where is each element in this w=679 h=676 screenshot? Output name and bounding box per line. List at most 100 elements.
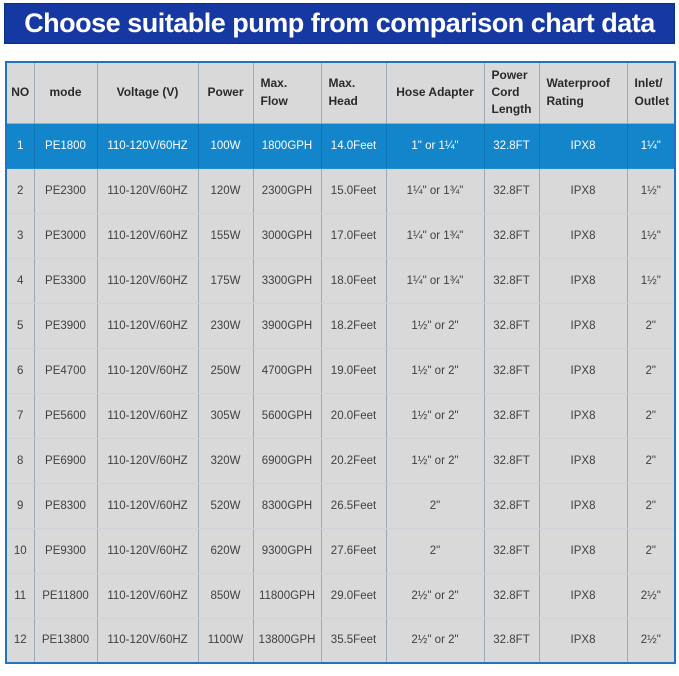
cell-row11-col3: 850W xyxy=(197,572,254,619)
cell-row2-col8: IPX8 xyxy=(538,167,628,214)
table-row-4: 4 PE3300 110-120V/60HZ 175W 3300GPH 18.0Feet 1… xyxy=(5,257,676,304)
table-row-3: 3 PE3000 110-120V/60HZ 155W 3000GPH 17.0Feet 1… xyxy=(5,212,676,259)
column-header-5: Max. Head xyxy=(320,61,387,124)
cell-row9-col5: 26.5Feet xyxy=(320,482,387,529)
table-row-9: 9 PE8300 110-120V/60HZ 520W 8300GPH 26.5Feet 2… xyxy=(5,482,676,529)
cell-row1-col9: 1¼" xyxy=(626,122,676,169)
cell-row1-col8: IPX8 xyxy=(538,122,628,169)
pump-comparison-table: NO mode Voltage (V) Power Max. Flow Max. Head… xyxy=(5,61,676,664)
cell-row4-col6: 1¼" or 1¾" xyxy=(385,257,485,304)
cell-row8-col4: 6900GPH xyxy=(252,437,322,484)
cell-row2-col5: 15.0Feet xyxy=(320,167,387,214)
cell-row9-col7: 32.8FT xyxy=(483,482,540,529)
cell-row9-col4: 8300GPH xyxy=(252,482,322,529)
column-header-7: Power Cord Length xyxy=(483,61,540,124)
cell-row11-col1: PE11800 xyxy=(33,572,98,619)
cell-row2-col3: 120W xyxy=(197,167,254,214)
column-header-4: Max. Flow xyxy=(252,61,322,124)
cell-row6-col1: PE4700 xyxy=(33,347,98,394)
table-row-2: 2 PE2300 110-120V/60HZ 120W 2300GPH 15.0Feet 1… xyxy=(5,167,676,214)
cell-row7-col8: IPX8 xyxy=(538,392,628,439)
cell-row8-col7: 32.8FT xyxy=(483,437,540,484)
cell-row3-col4: 3000GPH xyxy=(252,212,322,259)
cell-row12-col0: 12 xyxy=(5,617,35,664)
cell-row9-col3: 520W xyxy=(197,482,254,529)
cell-row9-col8: IPX8 xyxy=(538,482,628,529)
cell-row10-col0: 10 xyxy=(5,527,35,574)
cell-row3-col5: 17.0Feet xyxy=(320,212,387,259)
cell-row7-col4: 5600GPH xyxy=(252,392,322,439)
cell-row1-col4: 1800GPH xyxy=(252,122,322,169)
cell-row4-col5: 18.0Feet xyxy=(320,257,387,304)
cell-row5-col1: PE3900 xyxy=(33,302,98,349)
cell-row3-col7: 32.8FT xyxy=(483,212,540,259)
cell-row3-col3: 155W xyxy=(197,212,254,259)
cell-row12-col5: 35.5Feet xyxy=(320,617,387,664)
cell-row5-col9: 2" xyxy=(626,302,676,349)
cell-row6-col4: 4700GPH xyxy=(252,347,322,394)
cell-row12-col9: 2½" xyxy=(626,617,676,664)
cell-row10-col5: 27.6Feet xyxy=(320,527,387,574)
cell-row2-col0: 2 xyxy=(5,167,35,214)
cell-row5-col4: 3900GPH xyxy=(252,302,322,349)
cell-row7-col0: 7 xyxy=(5,392,35,439)
cell-row4-col2: 110-120V/60HZ xyxy=(96,257,199,304)
cell-row2-col1: PE2300 xyxy=(33,167,98,214)
cell-row8-col8: IPX8 xyxy=(538,437,628,484)
cell-row2-col7: 32.8FT xyxy=(483,167,540,214)
cell-row12-col4: 13800GPH xyxy=(252,617,322,664)
cell-row7-col9: 2" xyxy=(626,392,676,439)
cell-row8-col1: PE6900 xyxy=(33,437,98,484)
cell-row12-col8: IPX8 xyxy=(538,617,628,664)
table-row-11: 11 PE11800 110-120V/60HZ 850W 11800GPH 29.0Fe… xyxy=(5,572,676,619)
cell-row7-col3: 305W xyxy=(197,392,254,439)
cell-row6-col9: 2" xyxy=(626,347,676,394)
cell-row11-col2: 110-120V/60HZ xyxy=(96,572,199,619)
cell-row6-col0: 6 xyxy=(5,347,35,394)
cell-row5-col6: 1½" or 2" xyxy=(385,302,485,349)
table-row-5: 5 PE3900 110-120V/60HZ 230W 3900GPH 18.2Feet 1… xyxy=(5,302,676,349)
table-row-8: 8 PE6900 110-120V/60HZ 320W 6900GPH 20.2Feet 1… xyxy=(5,437,676,484)
cell-row6-col5: 19.0Feet xyxy=(320,347,387,394)
cell-row11-col4: 11800GPH xyxy=(252,572,322,619)
cell-row8-col3: 320W xyxy=(197,437,254,484)
cell-row11-col6: 2½" or 2" xyxy=(385,572,485,619)
title-banner: Choose suitable pump from comparison cha… xyxy=(4,3,675,44)
cell-row3-col8: IPX8 xyxy=(538,212,628,259)
cell-row10-col9: 2" xyxy=(626,527,676,574)
cell-row8-col2: 110-120V/60HZ xyxy=(96,437,199,484)
cell-row4-col7: 32.8FT xyxy=(483,257,540,304)
cell-row1-col2: 110-120V/60HZ xyxy=(96,122,199,169)
page-title: Choose suitable pump from comparison cha… xyxy=(24,8,655,38)
cell-row7-col2: 110-120V/60HZ xyxy=(96,392,199,439)
cell-row7-col7: 32.8FT xyxy=(483,392,540,439)
cell-row10-col2: 110-120V/60HZ xyxy=(96,527,199,574)
cell-row11-col8: IPX8 xyxy=(538,572,628,619)
column-header-2: Voltage (V) xyxy=(96,61,199,124)
cell-row6-col8: IPX8 xyxy=(538,347,628,394)
cell-row7-col1: PE5600 xyxy=(33,392,98,439)
column-header-9: Inlet/ Outlet xyxy=(626,61,676,124)
cell-row12-col2: 110-120V/60HZ xyxy=(96,617,199,664)
cell-row1-col6: 1" or 1¼" xyxy=(385,122,485,169)
cell-row9-col2: 110-120V/60HZ xyxy=(96,482,199,529)
cell-row11-col0: 11 xyxy=(5,572,35,619)
table-row-1: 1 PE1800 110-120V/60HZ 100W 1800GPH 14.0Feet 1… xyxy=(5,122,676,169)
cell-row4-col9: 1½" xyxy=(626,257,676,304)
cell-row11-col7: 32.8FT xyxy=(483,572,540,619)
cell-row10-col7: 32.8FT xyxy=(483,527,540,574)
table-body: 1 PE1800 110-120V/60HZ 100W 1800GPH 14.0Feet 1… xyxy=(5,122,676,664)
column-header-6: Hose Adapter xyxy=(385,61,485,124)
cell-row1-col7: 32.8FT xyxy=(483,122,540,169)
cell-row2-col6: 1¼" or 1¾" xyxy=(385,167,485,214)
cell-row3-col6: 1¼" or 1¾" xyxy=(385,212,485,259)
cell-row1-col0: 1 xyxy=(5,122,35,169)
cell-row5-col0: 5 xyxy=(5,302,35,349)
cell-row12-col7: 32.8FT xyxy=(483,617,540,664)
cell-row7-col6: 1½" or 2" xyxy=(385,392,485,439)
cell-row9-col1: PE8300 xyxy=(33,482,98,529)
cell-row12-col3: 1100W xyxy=(197,617,254,664)
cell-row1-col5: 14.0Feet xyxy=(320,122,387,169)
cell-row6-col2: 110-120V/60HZ xyxy=(96,347,199,394)
cell-row5-col3: 230W xyxy=(197,302,254,349)
